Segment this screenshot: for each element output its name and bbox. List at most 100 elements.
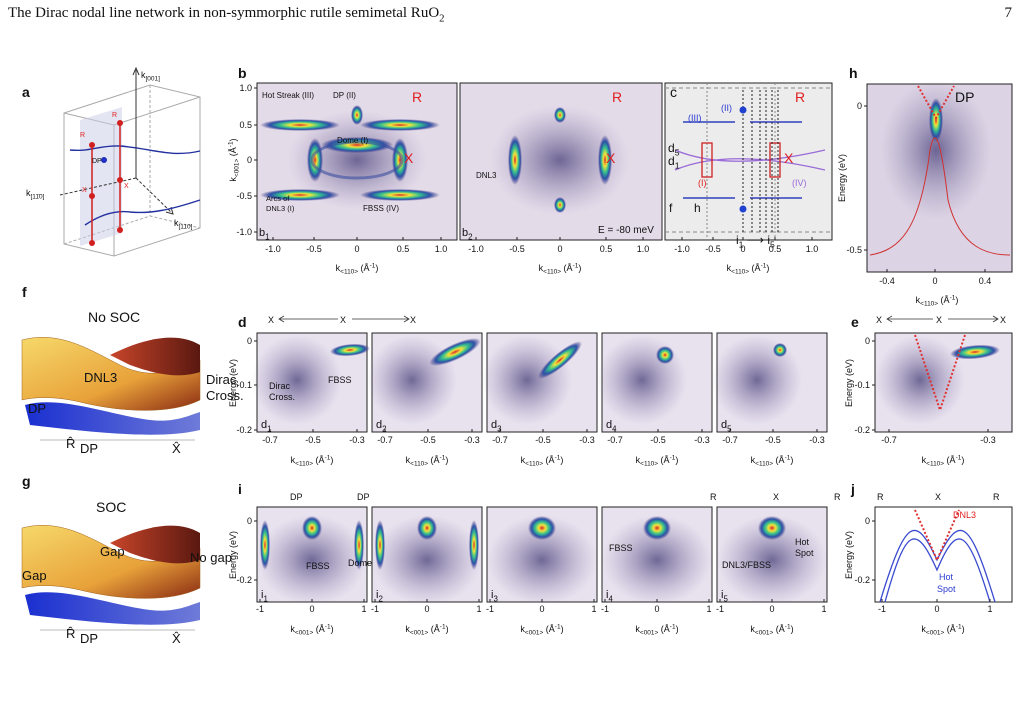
text-segment: 3 bbox=[493, 594, 498, 603]
annotation: Dome (I) bbox=[337, 136, 368, 145]
annotation: Spot bbox=[795, 548, 814, 558]
annotation: d2 bbox=[376, 419, 387, 433]
x-axis-label: k<110> (Å-1) bbox=[336, 262, 379, 275]
text-segment: i bbox=[606, 589, 608, 601]
text-segment: [110] bbox=[179, 224, 193, 231]
annotation: Cross. bbox=[269, 392, 295, 402]
x-tick-label: -0.5 bbox=[765, 435, 781, 445]
text-segment: ) bbox=[676, 624, 679, 634]
text-segment: 1 bbox=[739, 240, 744, 250]
text-segment: k bbox=[291, 455, 296, 465]
annotation: Dirac bbox=[269, 381, 291, 391]
annotation: i1 bbox=[261, 589, 268, 603]
text-segment: k bbox=[636, 455, 641, 465]
annotation: DNL3 bbox=[84, 370, 117, 385]
x-tick-label: 1 bbox=[361, 604, 366, 614]
text-segment: ) bbox=[578, 263, 581, 273]
text-segment: 2 bbox=[468, 232, 472, 241]
text-segment: k bbox=[228, 177, 238, 182]
text-segment: -1 bbox=[555, 454, 561, 461]
y-tick-label: -0.2 bbox=[854, 575, 870, 585]
text-segment: i bbox=[736, 233, 739, 247]
x-tick-label: -1 bbox=[878, 604, 886, 614]
annotation: DP bbox=[80, 631, 98, 646]
annotation: R bbox=[877, 492, 884, 502]
text-segment: ) bbox=[445, 455, 448, 465]
text-segment: 2 bbox=[382, 424, 386, 433]
annotation: SOC bbox=[96, 499, 126, 515]
x-tick-label: 1 bbox=[476, 604, 481, 614]
y-tick-label: 0.5 bbox=[239, 120, 252, 130]
annotation: Spot bbox=[937, 584, 956, 594]
dispersion-fit bbox=[917, 85, 955, 121]
x-axis-label: k<110> (Å-1) bbox=[521, 454, 564, 467]
text-segment: (Å bbox=[358, 263, 370, 273]
annotation: R bbox=[710, 492, 717, 502]
annotation: R̂ bbox=[66, 626, 75, 641]
x-tick-label: -0.3 bbox=[349, 435, 365, 445]
x-tick-label: 1 bbox=[821, 604, 826, 614]
y-axis-label: Energy (eV) bbox=[228, 359, 238, 407]
text-segment: 1 bbox=[675, 161, 680, 171]
text-segment: ) bbox=[561, 624, 564, 634]
x-tick-label: -0.5 bbox=[705, 244, 721, 254]
annotation: X bbox=[124, 183, 129, 190]
x-tick-label: -1 bbox=[371, 604, 379, 614]
y-tick-label: -0.2 bbox=[854, 425, 870, 435]
text-segment: The Dirac nodal line network in non-symm… bbox=[8, 5, 439, 21]
annotation: X bbox=[606, 150, 616, 166]
annotation: i4 bbox=[606, 589, 613, 603]
text-segment: -1 bbox=[440, 454, 446, 461]
annotation: FBSS bbox=[306, 561, 330, 571]
x-tick-label: 0 bbox=[932, 276, 937, 286]
text-segment: <001> bbox=[755, 630, 774, 637]
x-axis-label: k<001> (Å-1) bbox=[750, 623, 793, 636]
panel-letter: i bbox=[238, 481, 242, 497]
text-segment: -1 bbox=[670, 623, 676, 630]
intensity bbox=[597, 335, 687, 425]
intensity bbox=[257, 515, 367, 605]
x-tick-label: -0.7 bbox=[492, 435, 508, 445]
text-segment: (Å bbox=[944, 624, 956, 634]
y-axis-label: Energy (eV) bbox=[844, 359, 854, 407]
annotation: k[110] bbox=[174, 218, 193, 231]
dp-point bbox=[739, 106, 747, 114]
intensity bbox=[417, 516, 437, 540]
x-tick-label: -0.7 bbox=[881, 435, 897, 445]
y-tick-label: 0 bbox=[247, 516, 252, 526]
annotation: Cross. bbox=[206, 388, 244, 403]
annotation: d5 bbox=[721, 419, 732, 433]
x-tick-label: 0 bbox=[309, 604, 314, 614]
text-segment: ⟶ i bbox=[743, 233, 770, 247]
x-tick-label: -0.5 bbox=[650, 435, 666, 445]
annotation: X bbox=[935, 492, 941, 502]
text-segment: k bbox=[539, 263, 544, 273]
text-segment: k bbox=[26, 188, 31, 198]
text-segment: 5 bbox=[723, 594, 728, 603]
x-tick-label: -0.3 bbox=[809, 435, 825, 445]
y-tick-label: -0.2 bbox=[236, 575, 252, 585]
text-segment: <110> bbox=[731, 269, 749, 276]
text-segment: -1 bbox=[573, 262, 579, 269]
text-segment: d bbox=[261, 419, 267, 431]
text-segment: 2 bbox=[378, 594, 382, 603]
x-tick-label: 0.5 bbox=[600, 244, 613, 254]
text-segment: ) bbox=[560, 455, 563, 465]
text-segment: d bbox=[668, 154, 675, 168]
annotation: (III) bbox=[688, 113, 702, 123]
annotation: k[11̄0] bbox=[26, 188, 45, 201]
x-tick-label: 1.0 bbox=[806, 244, 819, 254]
text-segment: [11̄0] bbox=[31, 194, 45, 201]
x-tick-label: 0 bbox=[557, 244, 562, 254]
dispersion-fit bbox=[914, 334, 966, 411]
annotation: No SOC bbox=[88, 309, 140, 325]
x-tick-label: -0.7 bbox=[607, 435, 623, 445]
brillouin-zone bbox=[59, 66, 201, 257]
text-segment: -1 bbox=[956, 454, 962, 461]
intensity bbox=[602, 515, 712, 605]
x-tick-label: -0.3 bbox=[464, 435, 480, 445]
text-segment: ) bbox=[962, 624, 965, 634]
dp-point bbox=[739, 205, 747, 213]
x-axis-label: k<001> (Å-1) bbox=[520, 623, 563, 636]
text-segment: k bbox=[141, 70, 146, 80]
